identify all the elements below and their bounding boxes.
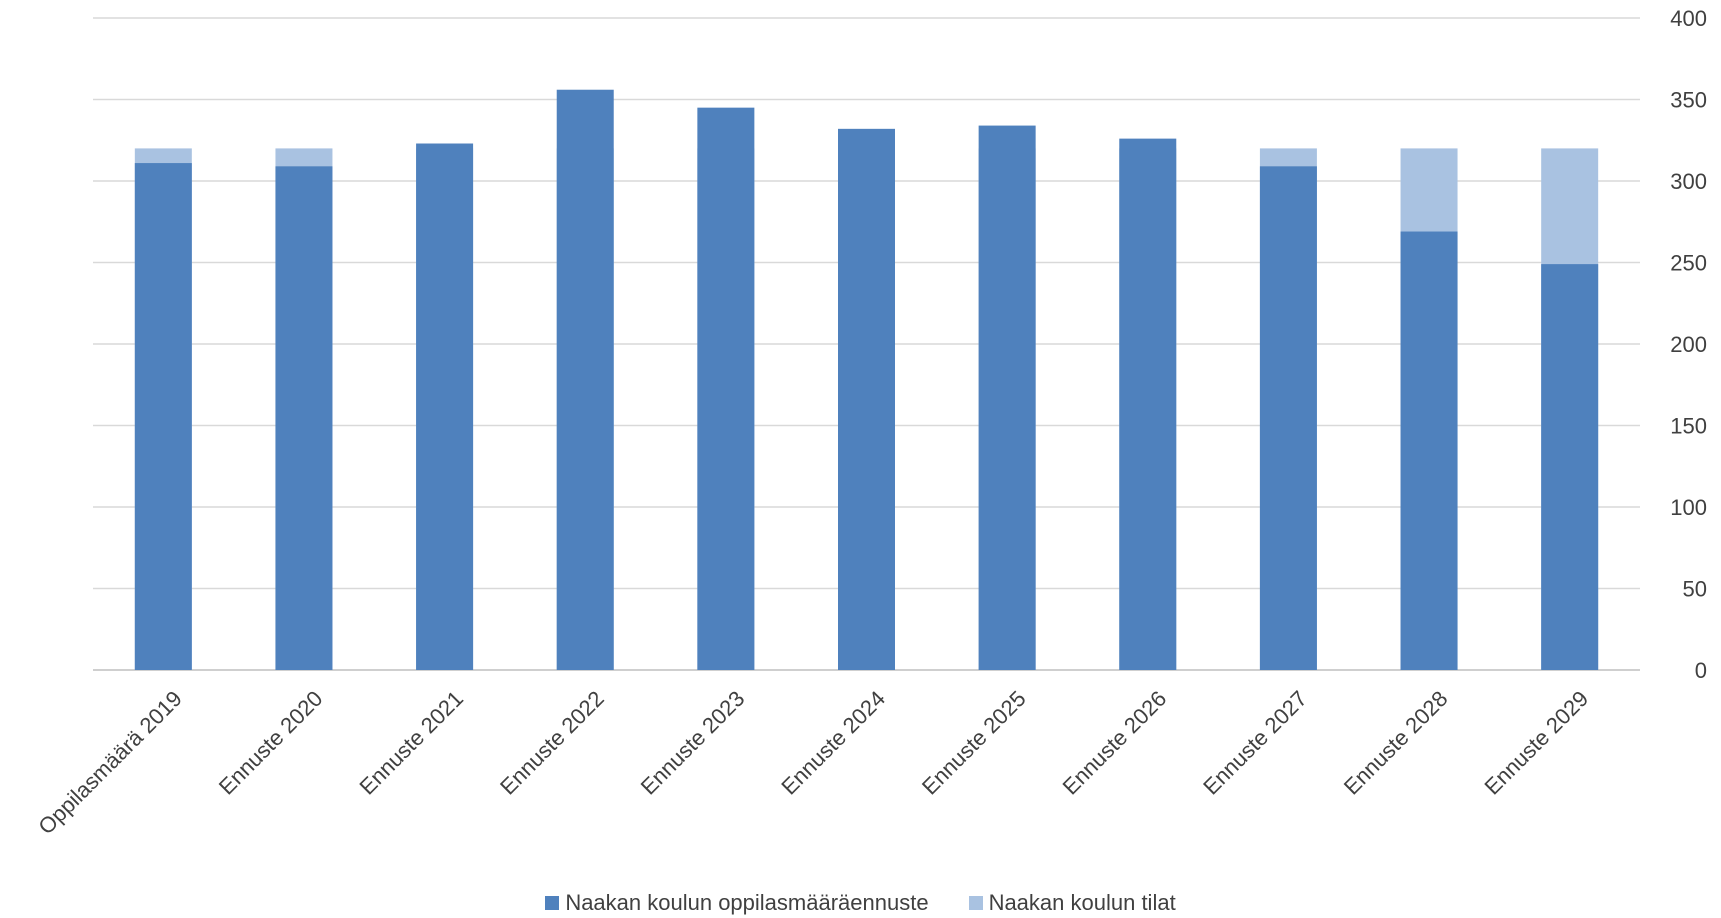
legend: Naakan koulun oppilasmääräennuste Naakan… — [0, 888, 1721, 918]
x-tick-label: Oppilasmäärä 2019 — [33, 686, 186, 839]
bar-oppilasmaaraennuste — [1400, 231, 1458, 670]
y-tick-label: 350 — [1670, 88, 1707, 113]
y-axis-ticks: 0 50 100 150 200 250 300 350 400 — [1670, 6, 1707, 683]
chart: 0 50 100 150 200 250 300 350 400 Oppilasmäärä 20… — [33, 6, 1707, 839]
legend-item-tilat: Naakan koulun tilat — [968, 890, 1176, 916]
x-axis-ticks: Oppilasmäärä 2019 Ennuste 2020 Ennuste 202… — [33, 686, 1593, 839]
y-tick-label: 150 — [1670, 414, 1707, 439]
bar-oppilasmaaraennuste — [1259, 166, 1317, 670]
x-tick-label: Ennuste 2029 — [1480, 686, 1594, 800]
legend-label-tilat: Naakan koulun tilat — [988, 890, 1176, 915]
y-tick-label: 250 — [1670, 251, 1707, 276]
bar-oppilasmaaraennuste — [978, 125, 1036, 670]
bar-oppilasmaaraennuste — [275, 166, 333, 670]
x-tick-label: Ennuste 2026 — [1058, 686, 1172, 800]
legend-swatch-oppilasmaaraennuste — [545, 896, 560, 910]
bar-oppilasmaaraennuste — [1541, 264, 1599, 670]
y-tick-label: 300 — [1670, 169, 1707, 194]
y-tick-label: 0 — [1695, 658, 1707, 683]
x-tick-label: Ennuste 2023 — [636, 686, 750, 800]
x-tick-label: Ennuste 2027 — [1198, 686, 1312, 800]
x-tick-label: Ennuste 2025 — [917, 686, 1031, 800]
legend-label-oppilasmaaraennuste: Naakan koulun oppilasmääräennuste — [565, 890, 929, 915]
x-tick-label: Ennuste 2022 — [495, 686, 609, 800]
y-tick-label: 50 — [1683, 577, 1707, 602]
x-tick-label: Ennuste 2020 — [214, 686, 328, 800]
bar-oppilasmaaraennuste — [416, 143, 474, 670]
legend-item-oppilasmaaraennuste: Naakan koulun oppilasmääräennuste — [545, 890, 929, 916]
bar-oppilasmaaraennuste — [838, 128, 895, 671]
x-tick-label: Ennuste 2028 — [1339, 686, 1453, 800]
y-tick-label: 400 — [1670, 6, 1707, 31]
bar-oppilasmaaraennuste — [134, 163, 192, 670]
bar-oppilasmaaraennuste — [697, 107, 755, 670]
bar-oppilasmaaraennuste — [1119, 138, 1177, 670]
x-tick-label: Ennuste 2024 — [776, 686, 890, 800]
y-tick-label: 100 — [1670, 495, 1707, 520]
bars — [134, 89, 1599, 671]
x-tick-label: Ennuste 2021 — [354, 686, 468, 800]
y-tick-label: 200 — [1670, 332, 1707, 357]
legend-swatch-tilat — [968, 896, 983, 910]
bar-oppilasmaaraennuste — [556, 89, 614, 671]
